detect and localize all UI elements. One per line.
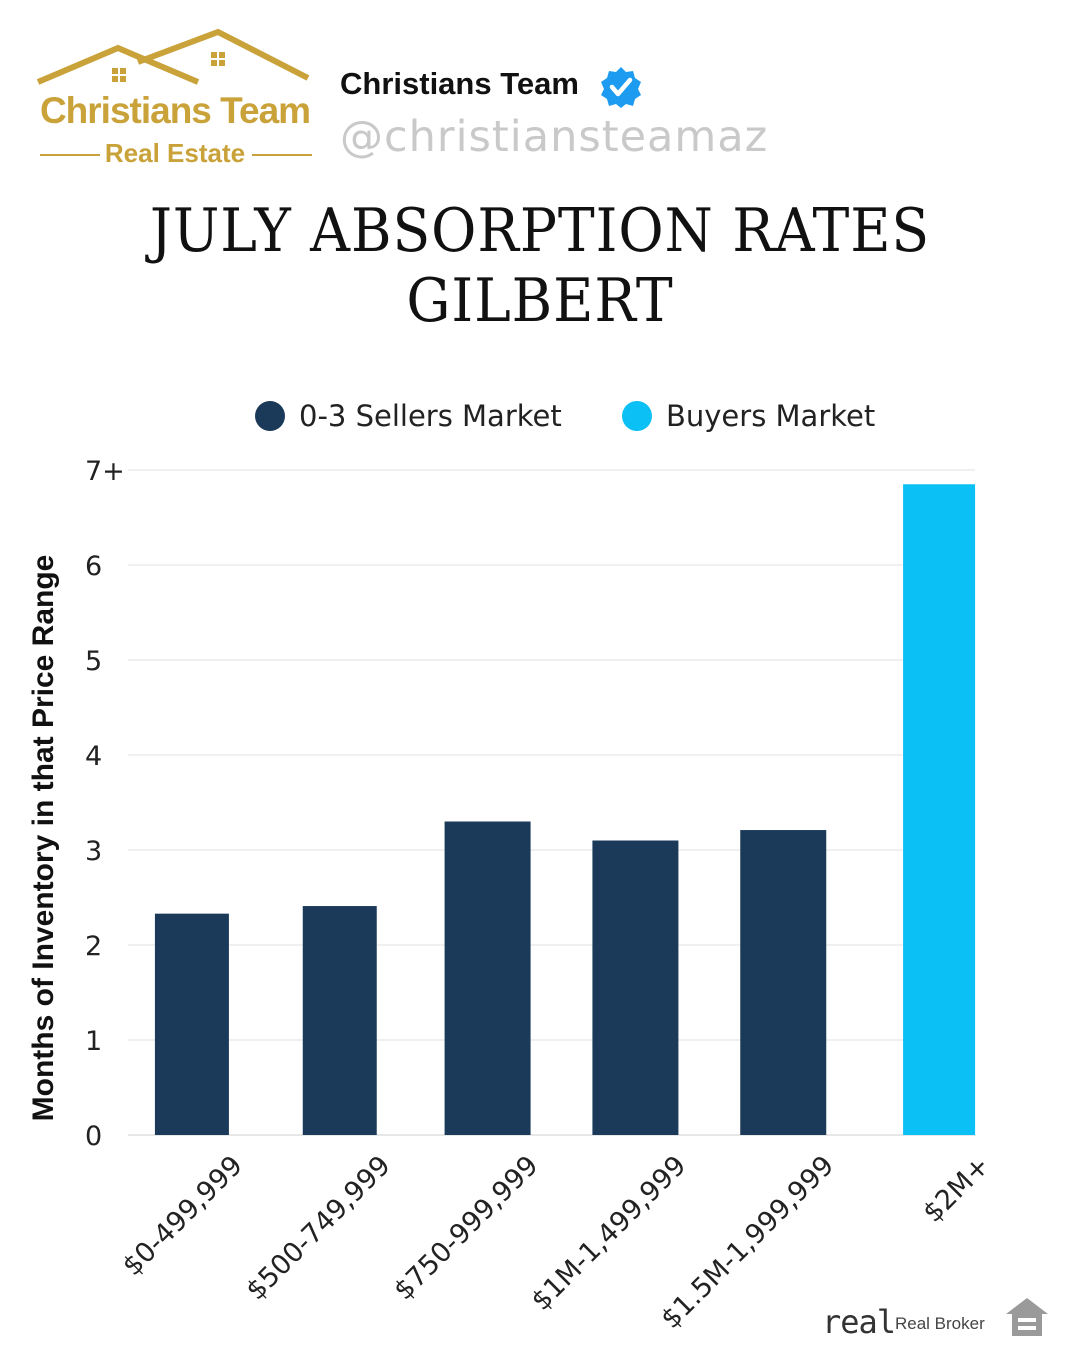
brand-handle: @christiansteamaz: [340, 112, 769, 162]
chart-legend: 0-3 Sellers Market Buyers Market: [255, 399, 875, 433]
logo-divider-right: [252, 154, 312, 156]
page-title: JULY ABSORPTION RATES GILBERT: [149, 196, 931, 336]
bar-5: [740, 830, 827, 1135]
x-tick-label: $1M-1,499,999: [526, 1150, 693, 1317]
real-logo-text: real: [822, 1303, 896, 1341]
x-tick-label: $750-999,999: [388, 1150, 544, 1306]
bar-4: [592, 840, 679, 1135]
legend-marker-sellers: [255, 401, 285, 431]
bar-6: [903, 484, 976, 1135]
y-tick-label: 1: [85, 1026, 102, 1057]
bar-1: [154, 913, 229, 1135]
legend-label-buyers: Buyers Market: [666, 399, 875, 433]
y-axis-label: Months of Inventory in that Price Range: [27, 555, 60, 1122]
chart-gridlines: [128, 469, 975, 1136]
y-tick-label: 3: [85, 836, 102, 867]
logo-main-text: Christians Team: [39, 90, 311, 131]
y-tick-label: 0: [85, 1121, 102, 1152]
y-tick-label: 6: [85, 551, 102, 582]
legend-marker-buyers: [622, 401, 652, 431]
x-tick-label: $0-499,999: [117, 1150, 249, 1282]
absorption-bar-chart: 0-3 Sellers Market Buyers Market 0 1 2 3 4 5 6 7…: [27, 399, 996, 1330]
y-tick-label: 5: [85, 646, 102, 677]
house-roofs-icon: [36, 28, 310, 85]
x-tick-label: $2M+: [917, 1150, 996, 1229]
y-axis-ticks: 0 1 2 3 4 5 6 7+: [85, 456, 125, 1152]
chart-bars: [154, 484, 976, 1135]
verified-badge-icon: [601, 67, 641, 108]
equal-housing-icon: [1006, 1298, 1048, 1336]
y-tick-label: 7+: [85, 456, 125, 487]
logo-divider-left: [40, 154, 100, 156]
brand-logo: Christians Team Real Estate: [30, 28, 320, 173]
bar-2: [302, 906, 377, 1135]
brand-name: Christians Team: [340, 66, 579, 101]
real-broker-label: Real Broker: [895, 1314, 985, 1333]
y-tick-label: 2: [85, 931, 102, 962]
y-tick-label: 4: [85, 741, 102, 772]
legend-label-sellers: 0-3 Sellers Market: [299, 399, 562, 433]
logo-sub-text: Real Estate: [104, 138, 246, 168]
x-tick-label: $500-749,999: [240, 1150, 396, 1306]
bar-3: [444, 821, 531, 1135]
